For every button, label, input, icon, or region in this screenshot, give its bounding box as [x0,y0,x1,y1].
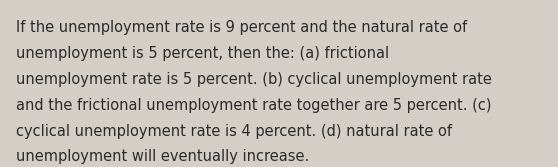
Text: unemployment rate is 5 percent. (b) cyclical unemployment rate: unemployment rate is 5 percent. (b) cycl… [16,72,492,87]
Text: and the frictional unemployment rate together are 5 percent. (c): and the frictional unemployment rate tog… [16,98,491,113]
Text: If the unemployment rate is 9 percent and the natural rate of: If the unemployment rate is 9 percent an… [16,20,466,35]
Text: unemployment is 5 percent, then the: (a) frictional: unemployment is 5 percent, then the: (a)… [16,46,389,61]
Text: cyclical unemployment rate is 4 percent. (d) natural rate of: cyclical unemployment rate is 4 percent.… [16,124,451,139]
Text: unemployment will eventually increase.: unemployment will eventually increase. [16,149,309,164]
